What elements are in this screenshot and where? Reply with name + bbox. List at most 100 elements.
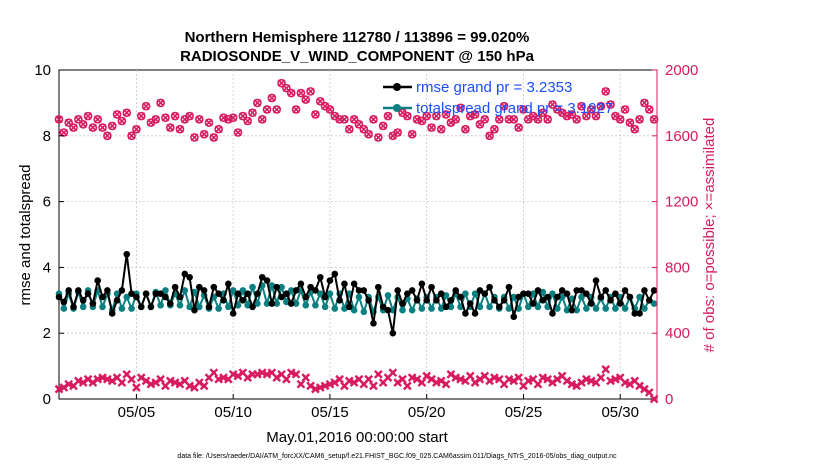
rmse-point — [399, 300, 406, 307]
obs-assimilated-point — [596, 373, 606, 382]
obs-possible-point — [257, 115, 267, 124]
obs-possible-point — [436, 124, 446, 134]
y-right-tick-label: 400 — [665, 325, 690, 342]
obs-assimilated-point — [117, 378, 127, 387]
rmse-point — [186, 273, 193, 281]
totalspread-point — [215, 305, 222, 312]
rmse-point — [162, 293, 169, 301]
rmse-point — [534, 287, 542, 294]
rmse-point — [602, 287, 610, 294]
totalspread-point — [534, 303, 542, 311]
obs-possible-point — [620, 105, 630, 114]
grid-layer — [59, 70, 657, 399]
totalspread-point — [408, 306, 416, 314]
rmse-point — [418, 280, 426, 288]
obs-possible-point — [572, 115, 581, 124]
obs-assimilated-point — [156, 374, 165, 384]
rmse-point — [408, 287, 416, 294]
totalspread-point — [312, 301, 319, 309]
obs-possible-point — [494, 115, 504, 124]
obs-assimilated-point — [296, 379, 306, 389]
obs-possible-point — [548, 100, 557, 109]
totalspread-point — [486, 303, 493, 311]
obs-possible-point — [533, 115, 543, 124]
rmse-point — [316, 273, 324, 281]
rmse-point — [389, 329, 397, 337]
obs-possible-point — [344, 124, 354, 134]
obs-possible-point — [509, 115, 519, 124]
obs-possible-point — [601, 87, 611, 96]
totalspread-point — [99, 303, 106, 311]
rmse-point — [336, 297, 343, 304]
legend: rmse grand pr = 3.2353 totalspread grand… — [383, 79, 613, 117]
rmse-point — [331, 270, 339, 278]
obs-possible-point — [238, 111, 248, 121]
obs-possible-point — [490, 124, 499, 134]
totalspread-point — [650, 300, 658, 307]
obs-possible-point — [199, 129, 209, 139]
totalspread-point — [263, 300, 271, 307]
rmse-point — [225, 280, 232, 288]
obs-possible-point — [427, 123, 436, 132]
obs-possible-point — [311, 110, 320, 119]
totalspread-point — [123, 293, 131, 301]
rmse-point — [607, 297, 614, 304]
y-axis-right-title: # of obs: o=possible; ×=assimilated — [701, 118, 718, 353]
obs-possible-point — [286, 88, 296, 98]
totalspread-point — [181, 287, 189, 294]
totalspread-point — [471, 290, 479, 298]
rmse-point — [505, 283, 513, 291]
y-left-tick-label: 2 — [43, 325, 51, 342]
rmse-point — [171, 283, 179, 291]
obs-possible-point — [161, 113, 170, 123]
totalspread-point — [573, 306, 580, 314]
legend-spread-label: totalspread grand pr = 3.1927 — [416, 100, 613, 117]
x-tick-label: 05/15 — [311, 404, 349, 421]
obs-possible-point — [456, 103, 465, 113]
obs-possible-point — [132, 124, 141, 134]
rmse-point — [321, 293, 329, 301]
y-left-tick-label: 10 — [34, 62, 51, 79]
totalspread-point — [162, 287, 169, 294]
rmse-point — [462, 310, 469, 317]
rmse-point — [442, 303, 450, 311]
obs-possible-point — [596, 101, 606, 111]
obs-assimilated-point — [465, 371, 475, 381]
rmse-point — [423, 297, 431, 304]
obs-possible-point — [136, 111, 146, 121]
obs-possible-point — [514, 123, 523, 132]
totalspread-point — [326, 290, 334, 298]
y-axis-left-title: rmse and totalspread — [17, 165, 34, 306]
y-right-tick-label: 1600 — [665, 128, 698, 145]
data-file-footnote: data file: /Users/raeder/DAI/ATM_forcXX/… — [177, 453, 617, 460]
rmse-point — [302, 293, 310, 301]
rmse-point — [370, 320, 377, 327]
obs-possible-point — [122, 108, 132, 118]
totalspread-point — [399, 306, 406, 314]
rmse-point — [278, 293, 285, 301]
y-left-tick-label: 4 — [43, 259, 51, 276]
rmse-point — [447, 297, 455, 304]
rmse-point — [471, 310, 479, 317]
obs-assimilated-point — [441, 379, 451, 389]
rmse-point — [587, 300, 595, 307]
totalspread-point — [118, 305, 126, 312]
obs-possible-point — [403, 111, 412, 121]
rmse-point — [573, 287, 580, 294]
obs-possible-point — [349, 115, 359, 124]
obs-possible-point — [190, 133, 199, 142]
obs-possible-point — [98, 123, 107, 132]
obs-possible-point — [112, 110, 122, 119]
obs-possible-point — [519, 105, 528, 114]
obs-possible-point — [625, 118, 635, 127]
obs-assimilated-point — [388, 368, 398, 378]
totalspread-point — [554, 305, 561, 312]
rmse-point — [583, 290, 590, 298]
totalspread-point — [578, 293, 585, 301]
obs-possible-point — [233, 128, 243, 137]
rmse-point — [113, 297, 121, 304]
obs-possible-point — [103, 131, 112, 141]
rmse-point — [128, 290, 135, 298]
